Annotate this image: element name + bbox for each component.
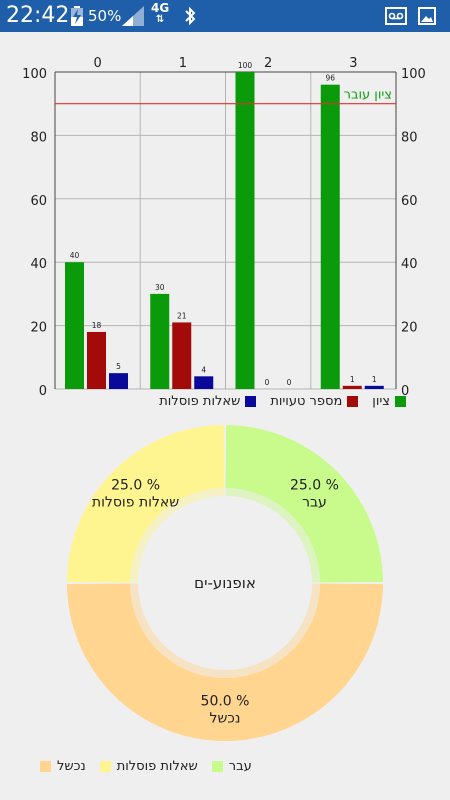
bar-value-label: 21 — [177, 311, 187, 320]
x-tick-label: 2 — [264, 56, 272, 71]
y-tick-left: 60 — [30, 194, 47, 209]
y-tick-right: 40 — [401, 257, 418, 272]
legend-swatch — [395, 396, 406, 407]
legend-label: נכשל — [57, 759, 86, 774]
y-tick-right: 100 — [401, 67, 426, 82]
slice-name-label: עבר — [302, 495, 327, 511]
legend-item-errors: מספר טעויות — [270, 394, 359, 409]
y-tick-right: 0 — [401, 384, 409, 399]
bar-value-label: 18 — [92, 321, 102, 330]
data-arrows-icon: ⇅ — [155, 14, 165, 25]
legend-item-score: ציון — [372, 394, 406, 409]
bar-value-label: 30 — [155, 283, 165, 292]
y-tick-right: 20 — [401, 321, 418, 336]
bar-chart: 0 0 20 20 40 40 60 60 80 80 100 100 0 1 2 3 40 30 100 96 18 2… — [0, 32, 450, 432]
status-time: 22:42 — [6, 3, 70, 28]
bar-value-label: 5 — [116, 362, 121, 371]
legend-label: שאלות פוסלות — [159, 394, 241, 409]
legend-item-disqualifying: שאלות פוסלות — [159, 394, 257, 409]
x-tick-label: 3 — [349, 56, 357, 71]
legend-swatch — [245, 396, 257, 407]
donut-center-label: אופנוע-ים — [194, 574, 256, 592]
bar — [172, 322, 192, 389]
legend-item-disqualifying-pie: שאלות פוסלות — [99, 759, 198, 774]
signal-icon — [122, 6, 144, 30]
slice-percent-label: 25.0 % — [290, 478, 339, 494]
legend-label: עבר — [228, 759, 252, 774]
bar-value-label: 1 — [350, 375, 355, 384]
bar — [235, 72, 255, 389]
threshold-label: ציון עובר — [344, 88, 392, 103]
bar-legend: ציון מספר טעויות שאלות פוסלות — [159, 394, 406, 409]
network-indicator: 4G ⇅ — [151, 2, 169, 26]
y-tick-left: 80 — [30, 130, 47, 145]
slice-name-label: נכשל — [210, 711, 241, 727]
legend-swatch — [99, 761, 111, 772]
donut-slice — [67, 583, 383, 741]
slice-percent-label: 50.0 % — [201, 694, 250, 710]
legend-label: מספר טעויות — [270, 394, 343, 409]
donut-hole — [138, 496, 312, 670]
x-tick-label: 0 — [93, 56, 101, 71]
image-icon — [418, 7, 436, 29]
bar-value-label: 0 — [287, 378, 292, 387]
bar-value-label: 0 — [265, 378, 270, 387]
slice-name-label: שאלות פוסלות — [92, 495, 179, 511]
donut-inner-ring — [130, 488, 225, 583]
bar — [320, 84, 340, 390]
donut-slice — [67, 425, 225, 583]
y-tick-right: 60 — [401, 194, 418, 209]
y-tick-right: 80 — [401, 130, 418, 145]
legend-swatch — [211, 761, 223, 772]
bar — [342, 385, 362, 389]
bar-value-label: 4 — [201, 365, 206, 374]
legend-label: שאלות פוסלות — [116, 759, 198, 774]
slice-percent-label: 25.0 % — [111, 478, 160, 494]
y-tick-left: 0 — [39, 384, 47, 399]
y-tick-left: 40 — [30, 257, 47, 272]
legend-swatch — [347, 396, 359, 407]
donut-slice — [225, 425, 383, 583]
legend-label: ציון — [372, 394, 390, 409]
bar — [194, 376, 214, 389]
bar — [364, 385, 384, 389]
donut-legend: נכשל שאלות פוסלות עבר — [40, 759, 252, 774]
bluetooth-icon — [183, 6, 197, 30]
status-bar: 22:42 50% 4G ⇅ — [0, 0, 450, 32]
bar — [109, 373, 128, 389]
y-tick-left: 100 — [22, 67, 47, 82]
battery-charging-icon — [70, 6, 84, 30]
legend-item-failed: נכשל — [40, 759, 86, 774]
bar-value-label: 100 — [238, 61, 253, 70]
donut-inner-ring — [225, 488, 320, 583]
bar — [65, 262, 84, 389]
bar-value-label: 40 — [70, 251, 80, 260]
battery-percent: 50% — [88, 7, 122, 25]
voicemail-icon — [385, 7, 407, 29]
donut-chart: 50.0 % נכשל 25.0 % שאלות פוסלות 25.0 % עבר אופ… — [0, 420, 450, 750]
y-tick-left: 20 — [30, 321, 47, 336]
network-type: 4G — [151, 1, 170, 15]
bar — [150, 293, 170, 389]
legend-item-passed: עבר — [211, 759, 252, 774]
x-tick-label: 1 — [179, 56, 187, 71]
bar — [87, 331, 106, 389]
bar-value-label: 96 — [325, 74, 335, 83]
bar-value-label: 1 — [372, 375, 377, 384]
legend-swatch — [40, 761, 51, 772]
